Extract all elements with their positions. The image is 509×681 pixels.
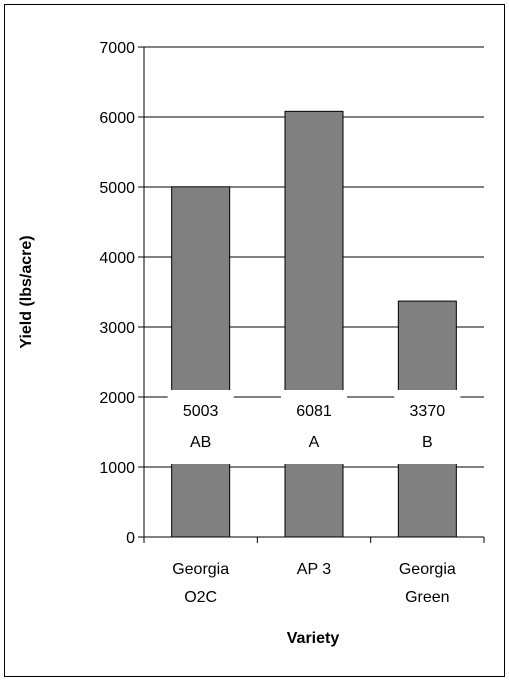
- x-axis-title: Variety: [287, 630, 340, 647]
- data-label-value: 3370: [410, 403, 446, 420]
- data-label-letter: A: [309, 434, 320, 451]
- data-labels: 5003 AB 6081 A 3370 B: [167, 390, 461, 464]
- y-tick-label: 2000: [99, 390, 135, 407]
- y-tick-label: 5000: [99, 180, 135, 197]
- y-tick-label: 0: [126, 530, 135, 547]
- y-tick-label: 7000: [99, 40, 135, 57]
- data-label-background: [167, 390, 234, 464]
- bar: [284, 110, 344, 538]
- x-tick-label-line: Georgia: [172, 561, 229, 578]
- x-tick-label-line: Green: [405, 589, 449, 606]
- x-tick-label-line: O2C: [184, 589, 217, 606]
- y-tick-label: 1000: [99, 460, 135, 477]
- data-label-value: 5003: [183, 403, 219, 420]
- y-tick-labels: 0 1000 2000 3000 4000 5000 6000 7000: [99, 40, 135, 547]
- y-tick-label: 3000: [99, 320, 135, 337]
- axes: [138, 46, 485, 543]
- data-label-background: [281, 390, 347, 464]
- x-tick-label: Georgia Green: [399, 561, 456, 606]
- x-tick-label-line: Georgia: [399, 561, 456, 578]
- data-label-background: [394, 390, 461, 464]
- bars: [171, 110, 457, 538]
- x-tick-label: Georgia O2C: [172, 561, 229, 606]
- x-tick-label-line: AP 3: [297, 561, 332, 578]
- data-label-letter: AB: [190, 434, 211, 451]
- y-tick-label: 4000: [99, 250, 135, 267]
- y-tick-label: 6000: [99, 110, 135, 127]
- x-tick-labels: Georgia O2C AP 3 Georgia Green: [172, 561, 456, 606]
- y-axis-title: Yield (lbs/acre): [18, 235, 35, 348]
- data-label-value: 6081: [296, 403, 332, 420]
- data-label-letter: B: [422, 434, 433, 451]
- x-tick-label: AP 3: [297, 561, 332, 578]
- bar: [171, 186, 231, 538]
